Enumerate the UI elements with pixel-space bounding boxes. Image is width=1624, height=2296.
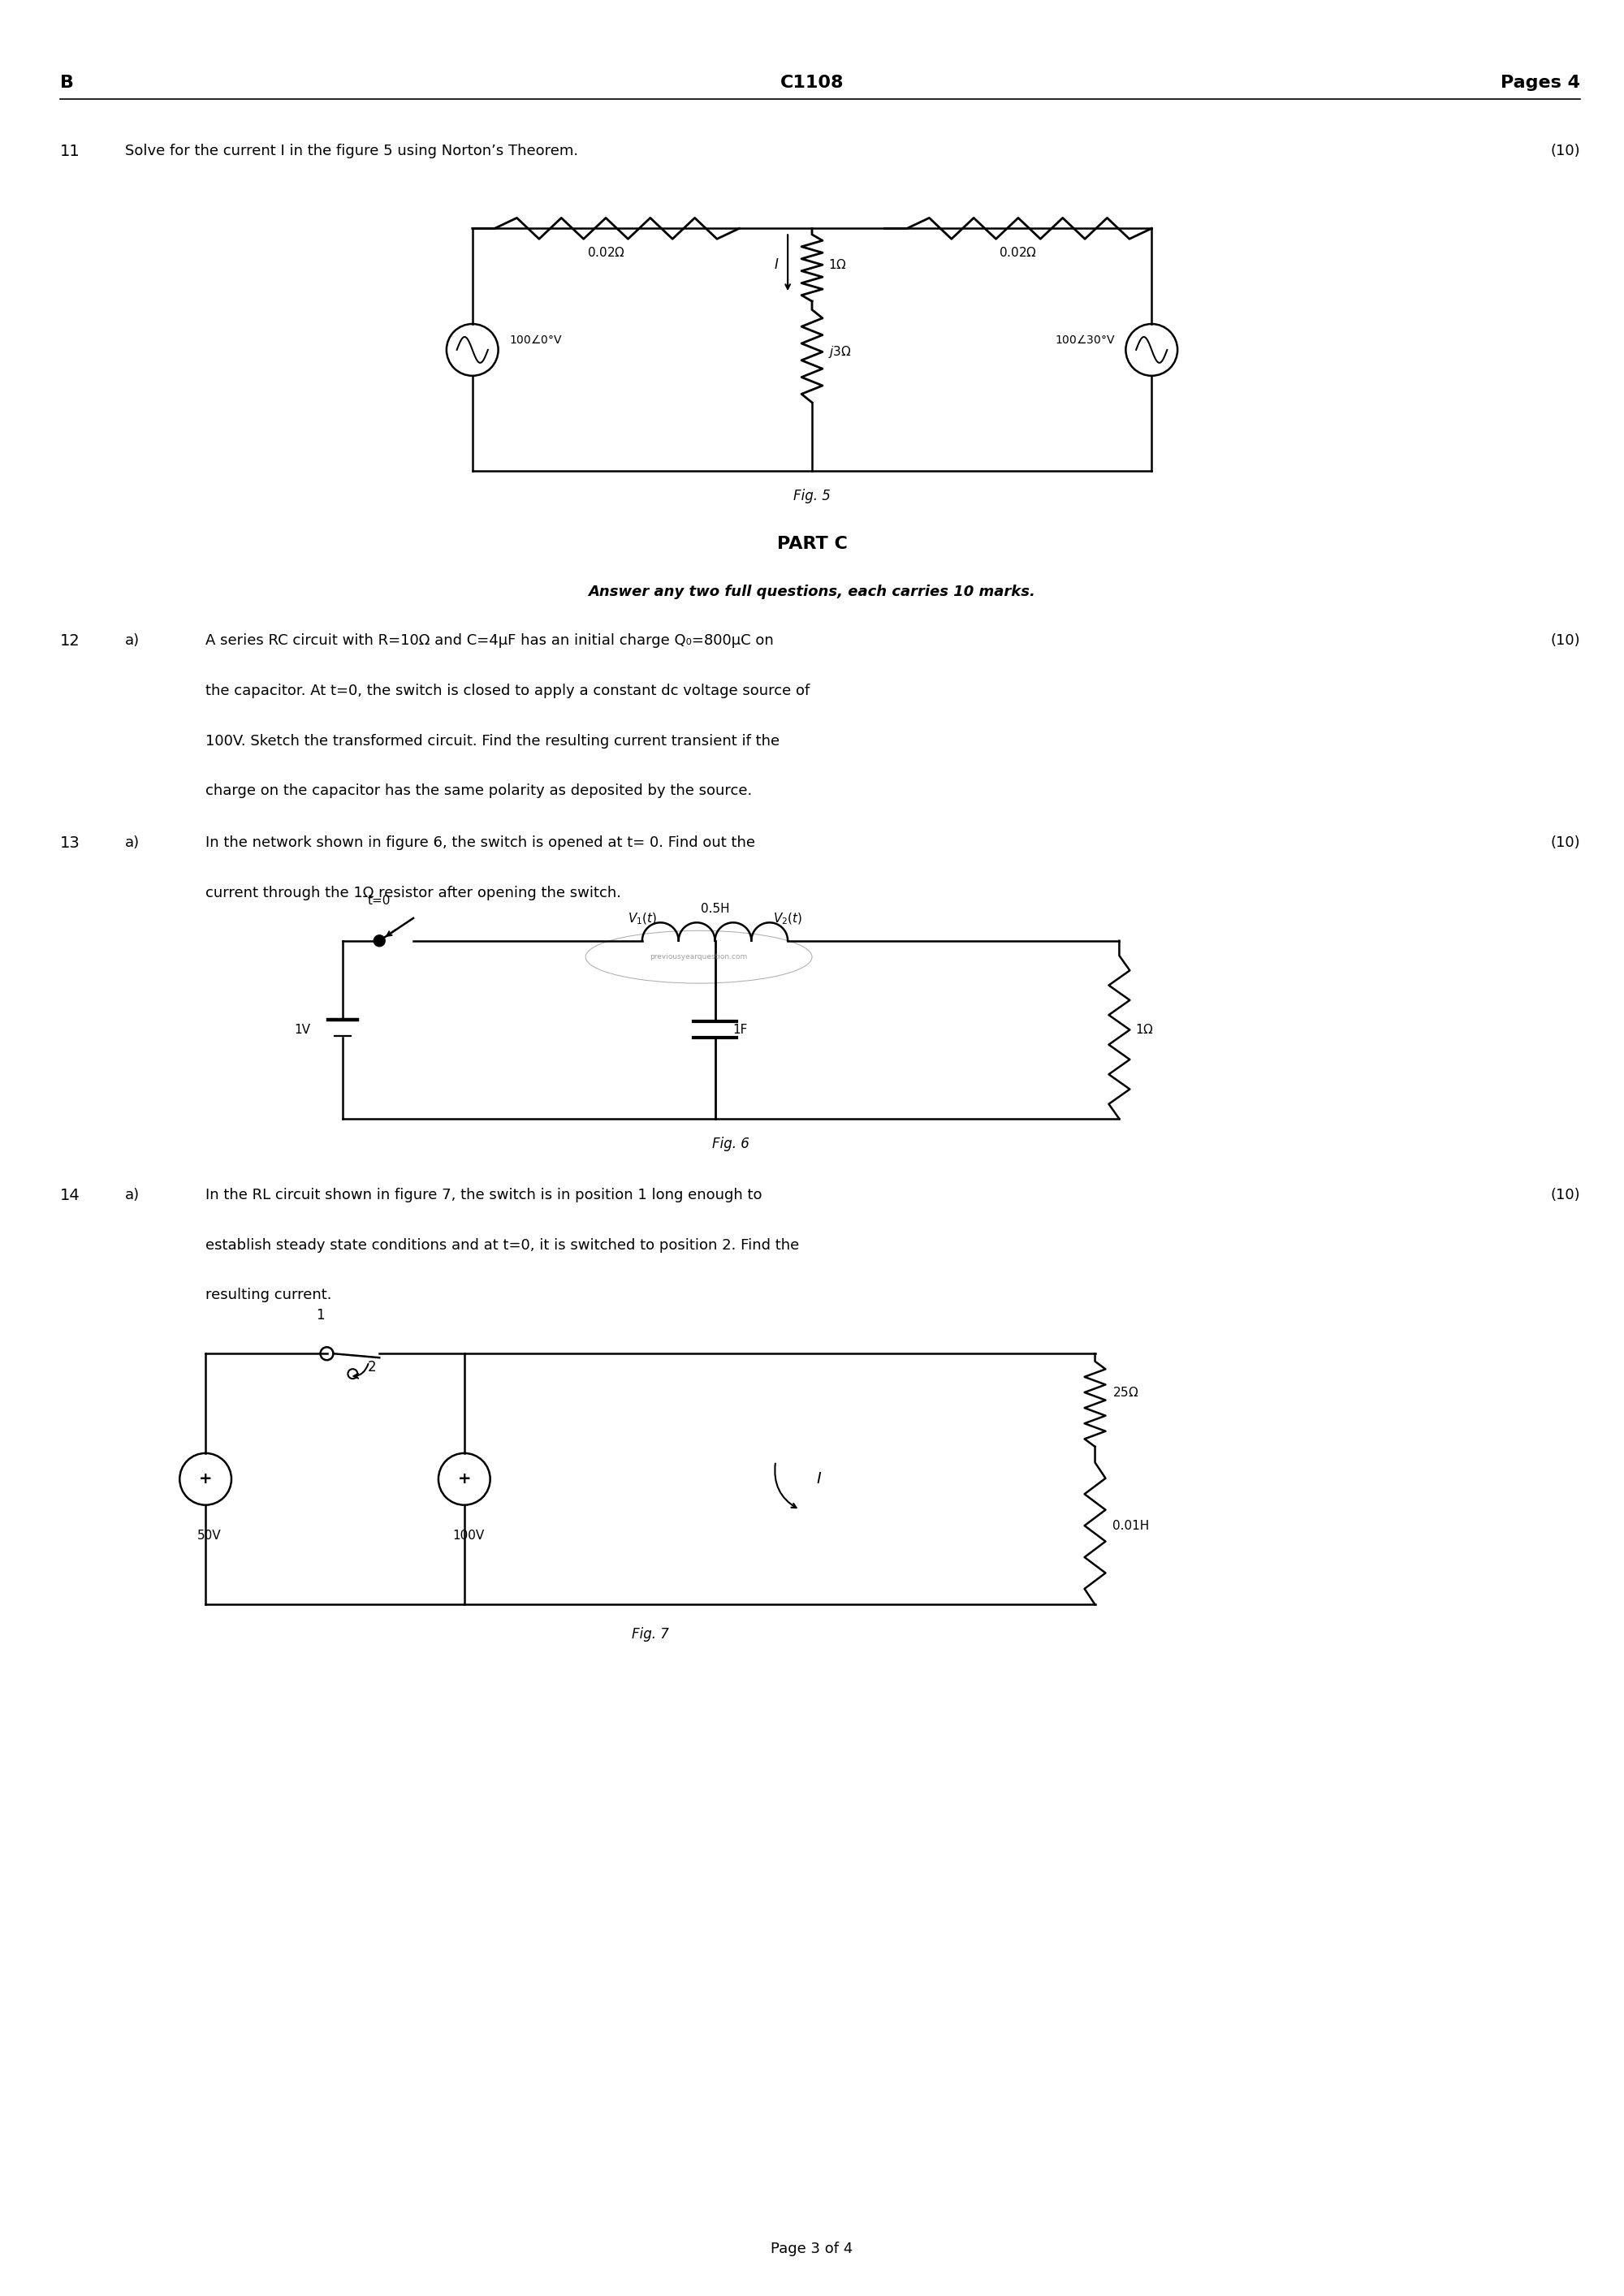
Text: $1\Omega$: $1\Omega$	[1135, 1024, 1155, 1035]
Text: 1F: 1F	[732, 1024, 747, 1035]
Text: $V_2(t)$: $V_2(t)$	[773, 912, 802, 925]
Text: Fig. 6: Fig. 6	[713, 1137, 750, 1150]
Text: Fig. 5: Fig. 5	[794, 489, 830, 503]
Text: establish steady state conditions and at t=0, it is switched to position 2. Find: establish steady state conditions and at…	[206, 1238, 799, 1251]
Text: current through the 1Ω resistor after opening the switch.: current through the 1Ω resistor after op…	[206, 886, 622, 900]
Text: $j3\Omega$: $j3\Omega$	[828, 344, 851, 360]
Text: A series RC circuit with R=10Ω and C=4μF has an initial charge Q₀=800μC on: A series RC circuit with R=10Ω and C=4μF…	[206, 634, 773, 647]
Text: t=0: t=0	[367, 895, 390, 907]
Text: (10): (10)	[1551, 836, 1580, 850]
Text: 14: 14	[60, 1187, 80, 1203]
Text: 12: 12	[60, 634, 80, 647]
Text: 2: 2	[367, 1359, 375, 1375]
Text: 1: 1	[317, 1309, 325, 1322]
Text: a): a)	[125, 1187, 140, 1203]
Text: Pages 4: Pages 4	[1501, 73, 1580, 92]
Circle shape	[374, 934, 385, 946]
Text: 11: 11	[60, 142, 80, 158]
Text: $V_1(t)$: $V_1(t)$	[627, 912, 656, 925]
Text: Fig. 7: Fig. 7	[632, 1628, 669, 1642]
Text: 0.01H: 0.01H	[1112, 1520, 1150, 1531]
Text: a): a)	[125, 634, 140, 647]
Text: (10): (10)	[1551, 1187, 1580, 1203]
Text: (10): (10)	[1551, 634, 1580, 647]
Text: 0.5H: 0.5H	[700, 902, 729, 914]
Text: $25\Omega$: $25\Omega$	[1112, 1384, 1138, 1398]
Text: I: I	[815, 1472, 820, 1488]
Text: B: B	[60, 73, 73, 92]
Text: +: +	[198, 1472, 213, 1488]
Text: I: I	[775, 257, 778, 273]
Text: +: +	[458, 1472, 471, 1488]
Text: 1V: 1V	[294, 1024, 310, 1035]
Text: Solve for the current I in the figure 5 using Norton’s Theorem.: Solve for the current I in the figure 5 …	[125, 142, 578, 158]
Text: charge on the capacitor has the same polarity as deposited by the source.: charge on the capacitor has the same pol…	[206, 783, 752, 799]
Text: In the network shown in figure 6, the switch is opened at t= 0. Find out the: In the network shown in figure 6, the sw…	[206, 836, 755, 850]
Text: 13: 13	[60, 836, 80, 852]
Text: $100\angle 30°$V: $100\angle 30°$V	[1054, 333, 1116, 347]
Text: 100V. Sketch the transformed circuit. Find the resulting current transient if th: 100V. Sketch the transformed circuit. Fi…	[206, 732, 780, 748]
Text: PART C: PART C	[776, 535, 848, 553]
Text: resulting current.: resulting current.	[206, 1288, 331, 1302]
Text: Page 3 of 4: Page 3 of 4	[771, 2241, 853, 2257]
Text: $100\angle 0°$V: $100\angle 0°$V	[508, 333, 562, 347]
Text: Answer any two full questions, each carries 10 marks.: Answer any two full questions, each carr…	[588, 585, 1036, 599]
Text: C1108: C1108	[780, 73, 844, 92]
Text: a): a)	[125, 836, 140, 850]
Text: previousyearquestion.com: previousyearquestion.com	[650, 953, 747, 960]
Text: the capacitor. At t=0, the switch is closed to apply a constant dc voltage sourc: the capacitor. At t=0, the switch is clo…	[206, 684, 810, 698]
Text: (10): (10)	[1551, 142, 1580, 158]
Text: $1\Omega$: $1\Omega$	[828, 259, 846, 271]
Text: In the RL circuit shown in figure 7, the switch is in position 1 long enough to: In the RL circuit shown in figure 7, the…	[206, 1187, 762, 1203]
Text: $0.02\Omega$: $0.02\Omega$	[999, 246, 1038, 259]
Text: $0.02\Omega$: $0.02\Omega$	[586, 246, 625, 259]
Text: 50V: 50V	[198, 1529, 221, 1541]
Text: 100V: 100V	[453, 1529, 484, 1541]
